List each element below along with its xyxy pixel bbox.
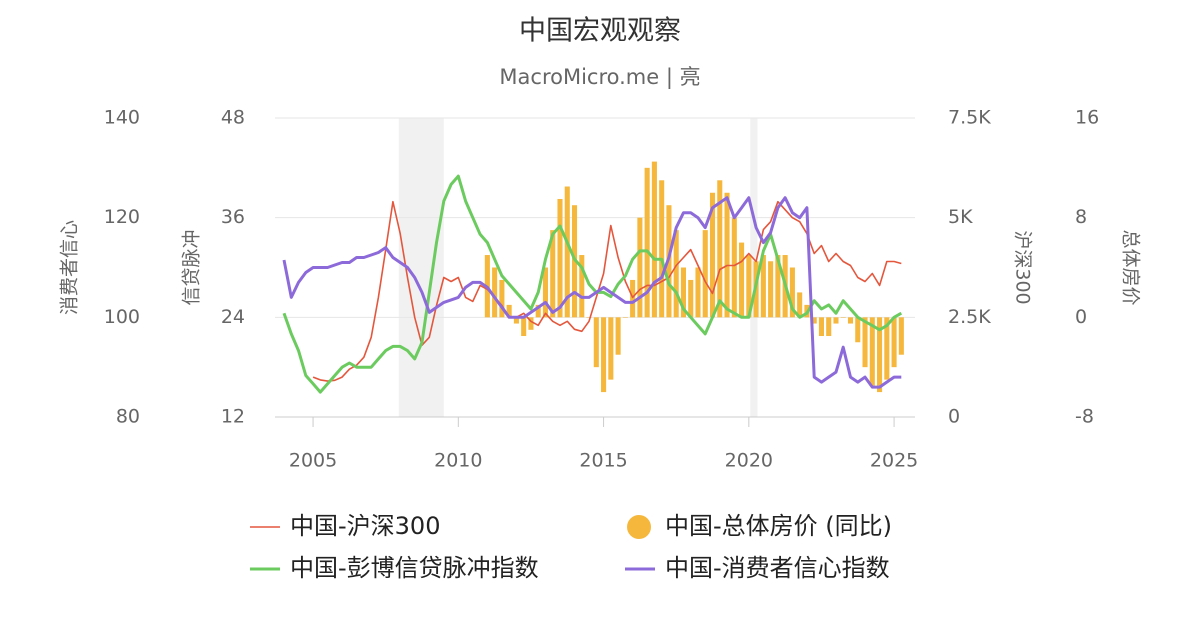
- bar: [855, 317, 861, 343]
- y-tick-label: 36: [221, 206, 245, 228]
- y-tick-label: -8: [1075, 406, 1094, 428]
- bar: [789, 267, 795, 318]
- legend-label: 中国-彭博信贷脉冲指数: [290, 554, 539, 582]
- y-axis-title: 总体房价: [1120, 229, 1142, 305]
- bar: [557, 198, 563, 318]
- y-axis-title: 沪深300: [1012, 230, 1034, 304]
- bar: [702, 230, 708, 318]
- y-axis-title: 信贷脉冲: [181, 229, 203, 305]
- x-tick-label: 2015: [579, 450, 627, 472]
- y-axis-title: 消费者信心: [59, 220, 81, 315]
- bar: [659, 180, 665, 318]
- bar: [550, 230, 556, 318]
- bar: [768, 261, 774, 318]
- line: [282, 196, 902, 389]
- bar: [717, 180, 723, 318]
- bar: [884, 317, 890, 380]
- line: [312, 200, 902, 382]
- y-tick-label: 8: [1075, 206, 1087, 228]
- legend-label: 中国-沪深300: [290, 512, 440, 540]
- y-tick-label: 80: [116, 406, 140, 428]
- x-tick-label: 2025: [870, 450, 918, 472]
- x-tick-label: 2005: [289, 450, 337, 472]
- y-tick-label: 24: [221, 306, 245, 328]
- bar: [709, 192, 716, 318]
- bar: [579, 255, 585, 318]
- bar: [833, 317, 839, 324]
- bar: [731, 217, 737, 318]
- y-tick-label: 140: [104, 107, 140, 129]
- bar: [637, 217, 643, 318]
- bar: [862, 317, 868, 368]
- bar: [499, 279, 505, 318]
- bar: [891, 317, 897, 368]
- bar: [840, 317, 846, 318]
- legend-swatch: [627, 515, 651, 539]
- bar: [775, 255, 781, 318]
- x-tick-label: 2010: [434, 450, 482, 472]
- bar: [688, 279, 694, 318]
- bar: [593, 317, 599, 368]
- bar: [615, 317, 621, 355]
- legend-label: 中国-消费者信心指数: [665, 554, 890, 582]
- chart-title: 中国宏观观察: [519, 16, 681, 47]
- bar: [739, 242, 745, 318]
- bar: [528, 317, 534, 330]
- y-tick-label: 12: [221, 406, 245, 428]
- y-tick-label: 120: [104, 206, 140, 228]
- bar: [898, 317, 904, 355]
- y-tick-label: 0: [948, 406, 960, 428]
- y-tick-label: 0: [1075, 306, 1087, 328]
- bar: [847, 317, 854, 324]
- y-tick-label: 7.5K: [948, 107, 991, 129]
- line: [282, 174, 903, 394]
- chart-subtitle: MacroMicro.me | 亮: [499, 65, 700, 90]
- bar: [673, 230, 679, 318]
- bar: [644, 167, 650, 318]
- bar: [542, 267, 549, 318]
- bar: [760, 255, 766, 318]
- legend-label: 中国-总体房价 (同比): [665, 512, 892, 540]
- bar: [622, 317, 628, 318]
- bar: [869, 317, 875, 386]
- bar: [630, 279, 636, 318]
- y-tick-label: 2.5K: [948, 306, 991, 328]
- bar: [513, 317, 519, 324]
- bar: [608, 317, 614, 380]
- bar: [797, 292, 803, 318]
- y-tick-label: 48: [221, 107, 245, 129]
- bar: [695, 267, 701, 318]
- bar: [586, 317, 592, 318]
- bar: [601, 317, 607, 393]
- bar: [492, 267, 498, 318]
- bar: [877, 317, 883, 393]
- bar: [535, 304, 541, 318]
- bar: [826, 317, 832, 337]
- bar: [811, 317, 817, 324]
- bar: [818, 317, 824, 337]
- bar: [680, 267, 687, 318]
- bar: [506, 304, 512, 318]
- y-tick-label: 100: [104, 306, 140, 328]
- bar: [746, 255, 752, 318]
- y-tick-label: 16: [1075, 107, 1099, 129]
- y-tick-label: 5K: [948, 206, 973, 228]
- bar: [724, 192, 730, 318]
- x-tick-label: 2020: [725, 450, 773, 472]
- bar: [564, 186, 570, 318]
- bar: [651, 161, 657, 318]
- bar: [521, 317, 527, 337]
